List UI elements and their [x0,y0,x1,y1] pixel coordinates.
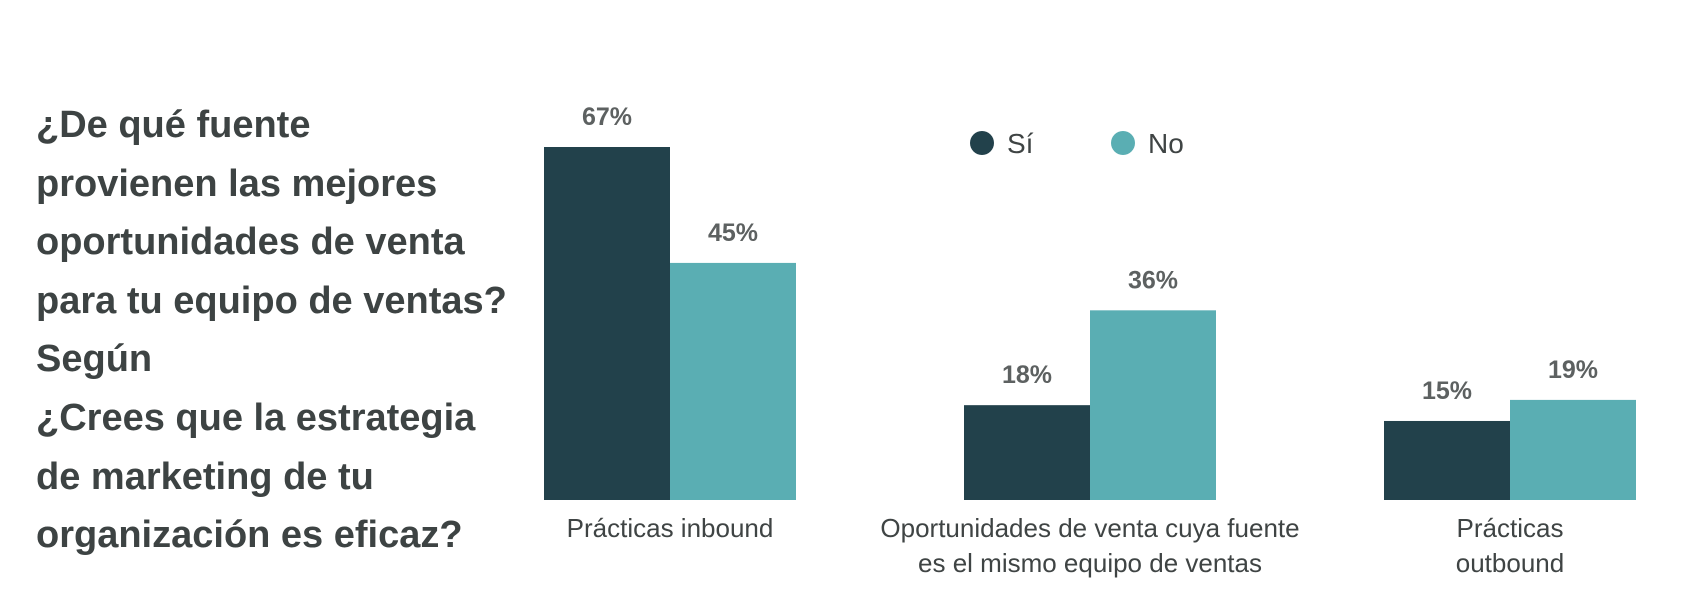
question-line: de marketing de tu [36,455,374,498]
data-label: 45% [708,219,758,247]
question-line: organización es eficaz? [36,514,463,557]
bar [1510,399,1636,500]
question-line: oportunidades de venta [36,221,465,264]
category-label: outbound [1456,548,1564,578]
data-label: 67% [582,103,632,131]
legend-label: No [1148,128,1184,159]
legend-marker-icon [1111,131,1135,155]
question-line: ¿Crees que la estrategia [36,396,476,439]
bar [670,262,796,500]
bar [1384,420,1510,500]
question-line: para tu equipo de ventas? [36,279,507,322]
question-line: ¿De qué fuente [36,104,311,146]
data-label: 15% [1422,377,1472,405]
data-label: 19% [1548,356,1598,384]
category-label: Prácticas inbound [567,513,774,543]
bar [1090,310,1216,500]
question-line: Según [36,338,153,381]
category-label: Oportunidades de venta cuya fuente [880,513,1299,543]
category-label: es el mismo equipo de ventas [918,548,1262,578]
legend-label: Sí [1007,128,1034,159]
legend-marker-icon [970,131,994,155]
data-label: 36% [1128,266,1178,294]
question-title: ¿De qué fuente provienen las mejores opo… [36,96,536,565]
category-label: Prácticas [1457,513,1564,543]
data-label: 18% [1002,361,1052,389]
question-line: provienen las mejores [36,162,438,205]
bar [544,147,670,500]
bar [964,405,1090,500]
